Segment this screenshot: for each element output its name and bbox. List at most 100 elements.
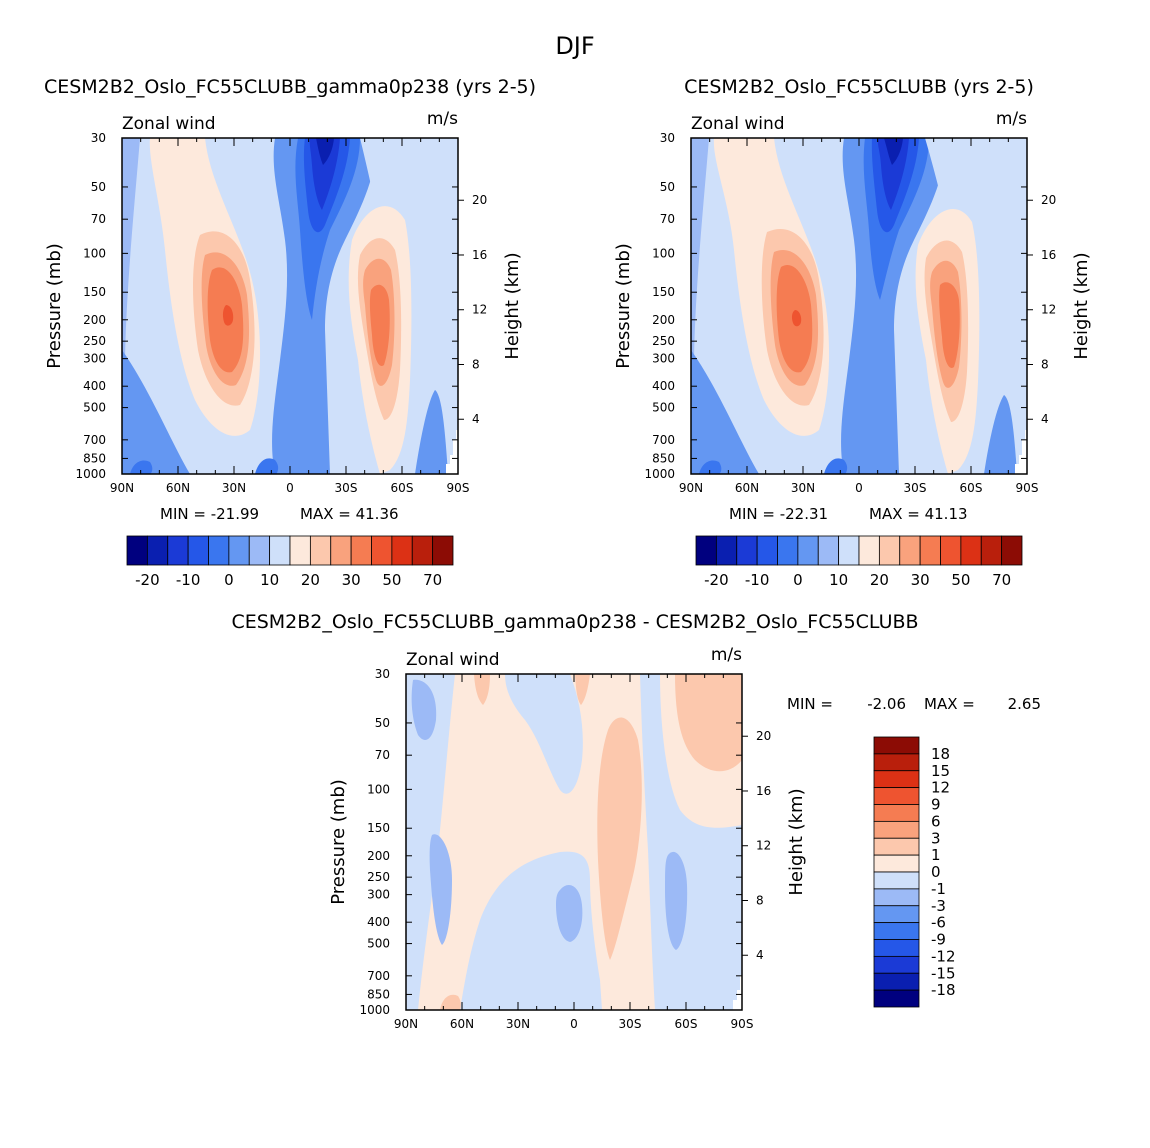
y-tick-label: 1000 <box>359 1003 390 1017</box>
x-tick-label: 90N <box>679 481 703 495</box>
y-tick-label: 30 <box>91 131 106 145</box>
y-tick-label: 300 <box>83 352 106 366</box>
colorbar-label: -1 <box>931 880 946 898</box>
colorbar-swatch <box>873 922 920 940</box>
colorbar-swatch <box>309 535 332 566</box>
height-tick-label: 16 <box>1041 248 1056 262</box>
contour-fill-nh-jet-core <box>222 305 234 326</box>
contour-fill-nh-jet-core <box>791 310 802 327</box>
panel-title: CESM2B2_Oslo_FC55CLUBB (yrs 2-5) <box>684 76 1034 98</box>
colorbar-swatch <box>411 535 434 566</box>
colorbar-swatch <box>873 854 920 873</box>
y-tick-label: 150 <box>367 821 390 835</box>
colorbar-label: 50 <box>382 571 401 589</box>
y-tick-label: 850 <box>652 451 675 465</box>
colorbar-swatch <box>873 820 920 839</box>
variable-label: Zonal wind <box>691 114 785 134</box>
contour-fill-easterly-core <box>884 138 903 165</box>
units-label: m/s <box>996 109 1027 129</box>
colorbar-swatch <box>777 535 799 566</box>
y-tick-label: 300 <box>367 888 390 902</box>
axes: 3050701001502002503004005007008501000481… <box>613 131 1092 495</box>
y-tick-label: 70 <box>375 748 390 762</box>
colorbar-label: 0 <box>931 863 941 881</box>
height-tick-label: 8 <box>472 357 480 371</box>
x-tick-label: 90S <box>1016 481 1039 495</box>
contour-fill-sh-jet-core <box>939 282 960 368</box>
x-tick-label: 0 <box>570 1017 578 1031</box>
x-tick-label: 60N <box>735 481 759 495</box>
y-tick-label: 70 <box>91 212 106 226</box>
panel-difference: CESM2B2_Oslo_FC55CLUBB_gamma0p238 - CESM… <box>231 611 1041 1031</box>
colorbar: -20 -10 0 10 20 30 50 70 <box>695 535 1023 589</box>
x-tick-label: 30N <box>791 481 815 495</box>
colorbar-swatch <box>736 535 758 566</box>
height-tick-label: 20 <box>1041 193 1056 207</box>
colorbar-swatch <box>873 972 920 991</box>
y-tick-label: 200 <box>652 313 675 327</box>
x-tick-label: 30S <box>335 481 358 495</box>
y-tick-label: 400 <box>83 379 106 393</box>
x-tick-label: 0 <box>855 481 863 495</box>
contour-fill-pos-nh-1 <box>474 674 490 705</box>
colorbar-label: -9 <box>931 931 946 949</box>
contour-field <box>122 138 458 474</box>
y-tick-label: 30 <box>375 667 390 681</box>
y-tick-label: 1000 <box>75 467 106 481</box>
season-title: DJF <box>555 32 594 60</box>
colorbar-swatch <box>873 955 920 974</box>
colorbar-swatch <box>269 535 291 566</box>
colorbar-label: 0 <box>793 571 803 589</box>
colorbar-swatch <box>817 535 840 566</box>
units-label: m/s <box>427 109 458 129</box>
y-tick-label: 200 <box>83 313 106 327</box>
height-tick-label: 4 <box>472 412 480 426</box>
contour-fill-neg-mid-core <box>556 885 583 942</box>
colorbar-swatch <box>756 535 778 566</box>
panel-title: CESM2B2_Oslo_FC55CLUBB_gamma0p238 (yrs 2… <box>44 76 536 98</box>
y-tick-label: 70 <box>660 212 675 226</box>
contour-fill-easterly-outer <box>272 138 376 474</box>
terrain-mask <box>733 975 742 1010</box>
y-tick-label: 500 <box>367 937 390 951</box>
colorbar-label: 10 <box>260 571 279 589</box>
min-label: MIN = -22.31 <box>729 505 828 523</box>
colorbar-swatch <box>873 753 920 772</box>
colorbar-swatch <box>146 535 169 566</box>
colorbar-label: 12 <box>931 779 950 797</box>
colorbar-swatch <box>873 905 920 924</box>
y-tick-label: 300 <box>652 352 675 366</box>
x-tick-label: 60N <box>450 1017 474 1031</box>
y-axis-label: Pressure (mb) <box>44 243 65 369</box>
max-label: MAX = <box>924 695 975 713</box>
colorbar-label: -10 <box>745 571 770 589</box>
colorbar-swatch <box>391 535 413 566</box>
y-axis-label-right: Height (km) <box>786 788 807 895</box>
colorbar-swatch <box>873 736 920 755</box>
contour-fill-easterly-core <box>316 138 334 165</box>
colorbar-swatch <box>715 535 738 566</box>
height-tick-label: 20 <box>756 729 771 743</box>
y-tick-label: 100 <box>83 246 106 260</box>
terrain-mask <box>1015 430 1027 474</box>
colorbar-label: 6 <box>931 812 941 830</box>
x-tick-label: 30S <box>619 1017 642 1031</box>
contour-fill-left-low <box>691 350 759 474</box>
contour-fill-easterly-3 <box>309 138 340 210</box>
contour-fill-neg-upper <box>505 674 583 794</box>
colorbar-label: 15 <box>931 762 950 780</box>
axes: 3050701001502002503004005007008501000481… <box>44 131 523 495</box>
colorbar-swatch <box>228 535 250 566</box>
colorbar-label: -20 <box>704 571 729 589</box>
x-tick-label: 60N <box>166 481 190 495</box>
panel-title: CESM2B2_Oslo_FC55CLUBB_gamma0p238 - CESM… <box>231 611 918 633</box>
colorbar-swatch <box>1001 535 1023 566</box>
colorbar-label: 0 <box>224 571 234 589</box>
units-label: m/s <box>711 645 742 665</box>
colorbar-swatch <box>350 535 372 566</box>
variable-label: Zonal wind <box>122 114 216 134</box>
y-tick-label: 500 <box>83 401 106 415</box>
colorbar-swatch <box>960 535 982 566</box>
height-tick-label: 16 <box>756 784 771 798</box>
max-label: MAX = 41.13 <box>869 505 968 523</box>
